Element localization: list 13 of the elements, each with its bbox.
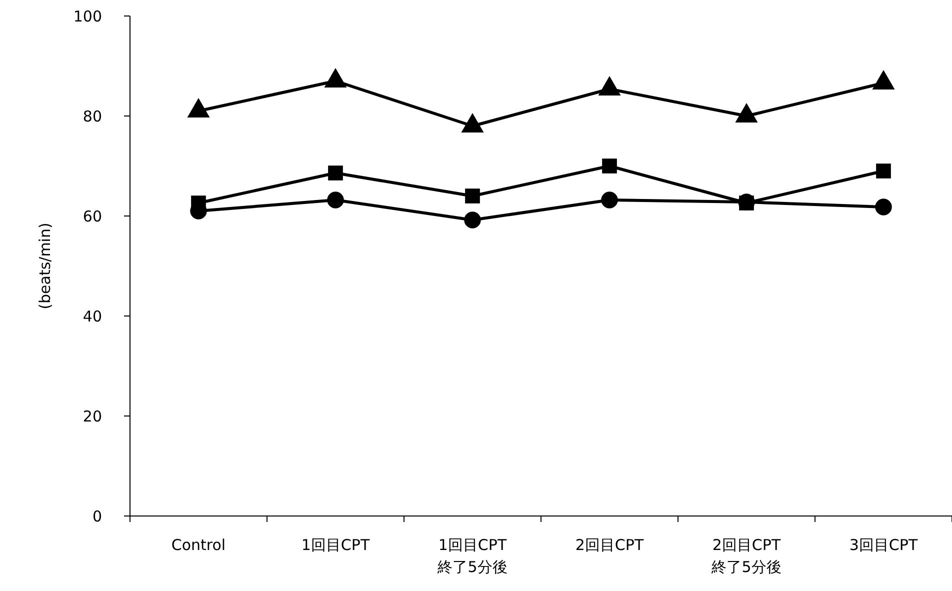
y-tick-label: 60 [82,207,102,226]
y-tick-label: 20 [82,407,102,426]
y-axis-title: (beats/min) [36,222,54,310]
x-tick-label: 2回目CPT 終了5分後 [710,536,782,576]
x-tick-label: 1回目CPT 終了5分後 [436,536,508,576]
x-tick-label: Control [171,536,226,554]
y-tick-label: 0 [92,507,102,526]
x-tick-label: 3回目CPT [849,536,918,554]
x-tick-label: 1回目CPT [301,536,370,554]
y-tick-label: 40 [82,307,102,326]
y-tick-label: 100 [73,7,102,26]
x-tick-label: 2回目CPT [575,536,644,554]
y-tick-label: 80 [82,107,102,126]
